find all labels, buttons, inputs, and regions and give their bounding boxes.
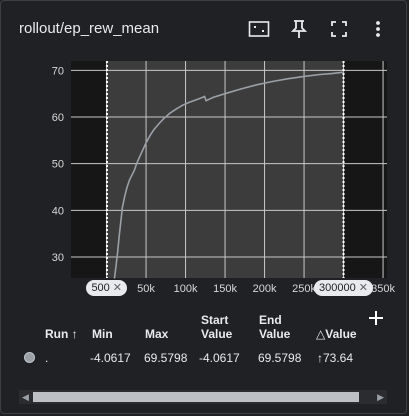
series-point <box>200 97 203 99</box>
range-end-label: 300000 <box>319 282 356 294</box>
out-of-range-left <box>71 61 107 278</box>
col-header-end-line1: End <box>259 313 282 327</box>
series-point <box>142 148 144 151</box>
pin-button[interactable] <box>285 15 313 43</box>
x-tick-label: 350k <box>371 283 395 295</box>
col-header-start-line2: Value <box>201 327 233 341</box>
x-tick-label: 250k <box>292 283 316 295</box>
run-color-swatch[interactable] <box>24 352 35 363</box>
delta-icon: △ <box>316 327 326 341</box>
more-vert-icon <box>376 21 380 37</box>
series-point <box>120 221 122 223</box>
row-value: ↑73.64 <box>317 351 354 365</box>
series-point <box>240 88 242 90</box>
range-start-label: 500 <box>91 282 110 294</box>
series-point <box>153 128 155 131</box>
series-point <box>255 84 258 86</box>
row-run-name: . <box>45 351 49 365</box>
col-header-start-line1: Start <box>201 313 229 327</box>
fullscreen-icon <box>331 21 347 37</box>
series-point <box>194 99 196 101</box>
plot-area[interactable] <box>71 61 387 278</box>
x-tick-label: 150k <box>213 283 237 295</box>
series-point <box>124 195 126 198</box>
row-max: 69.5798 <box>144 351 188 365</box>
close-icon[interactable]: ✕ <box>112 282 123 294</box>
range-start-chip[interactable]: 500 ✕ <box>86 280 128 296</box>
series-point <box>319 73 321 76</box>
series-point <box>175 108 177 110</box>
col-header-end-value[interactable]: End Value <box>259 313 290 341</box>
scroll-left-icon[interactable]: ◀ <box>22 392 29 402</box>
series-point <box>149 134 151 137</box>
series-point <box>115 265 117 268</box>
fit-domain-icon <box>248 21 270 37</box>
series-point <box>145 141 147 144</box>
fullscreen-button[interactable] <box>325 15 353 43</box>
series-group <box>113 71 345 279</box>
series-point <box>303 75 305 78</box>
card-title: rollout/ep_rew_mean <box>19 20 160 37</box>
series-point <box>271 80 274 83</box>
x-tick-label: 200k <box>253 283 277 295</box>
series-point <box>212 96 214 99</box>
scroll-right-icon[interactable]: ▶ <box>377 392 384 402</box>
y-tick-label: 40 <box>52 205 64 217</box>
x-tick-label: 100k <box>174 283 198 295</box>
series-point <box>203 95 206 98</box>
row-end-value: 69.5798 <box>258 351 302 365</box>
row-min: -4.0617 <box>90 351 131 365</box>
add-column-button[interactable] <box>367 309 385 327</box>
series-point <box>181 104 184 107</box>
series-point <box>113 277 116 279</box>
plus-icon <box>369 311 383 325</box>
series-point <box>126 186 128 188</box>
col-header-end-line2: Value <box>259 327 291 341</box>
series-point <box>169 112 171 114</box>
table-horizontal-scrollbar[interactable]: ◀ ▶ <box>19 390 387 404</box>
series-point <box>131 174 133 177</box>
series-point <box>118 235 120 237</box>
col-header-start-value[interactable]: Start Value <box>201 313 232 341</box>
series-point <box>133 169 135 172</box>
scrollbar-thumb[interactable] <box>33 392 359 402</box>
series-point <box>128 179 131 181</box>
grid <box>71 61 387 278</box>
series-point <box>331 72 333 75</box>
series-point <box>188 101 190 104</box>
series-point <box>139 155 141 158</box>
close-icon[interactable]: ✕ <box>358 282 368 294</box>
y-tick-label: 30 <box>52 252 64 264</box>
series-point <box>205 99 207 102</box>
col-header-value-label: Value <box>325 327 357 341</box>
fit-domain-button[interactable] <box>245 15 273 43</box>
col-header-run[interactable]: Run ↑ <box>45 327 78 341</box>
range-end-chip[interactable]: 300000 ✕ <box>314 280 373 296</box>
more-menu-button[interactable] <box>364 15 392 43</box>
series-point <box>224 92 226 95</box>
series-point <box>162 118 165 120</box>
y-tick-label: 60 <box>52 112 64 124</box>
series-point <box>135 162 138 165</box>
series-point <box>287 78 289 80</box>
out-of-range-right <box>343 61 387 278</box>
y-axis: 30 40 50 60 70 <box>52 65 64 264</box>
series-point <box>121 207 124 209</box>
x-tick-label: 50k <box>137 283 155 295</box>
y-tick-label: 50 <box>52 159 64 171</box>
series-point <box>342 71 345 73</box>
y-tick-label: 70 <box>52 65 64 77</box>
col-header-min[interactable]: Min <box>92 327 113 341</box>
series-point <box>116 251 119 254</box>
row-start-value: -4.0617 <box>199 351 240 365</box>
col-header-value[interactable]: △Value <box>316 327 357 341</box>
series-point <box>157 123 160 125</box>
col-header-max[interactable]: Max <box>145 327 169 341</box>
pin-icon <box>291 20 307 38</box>
